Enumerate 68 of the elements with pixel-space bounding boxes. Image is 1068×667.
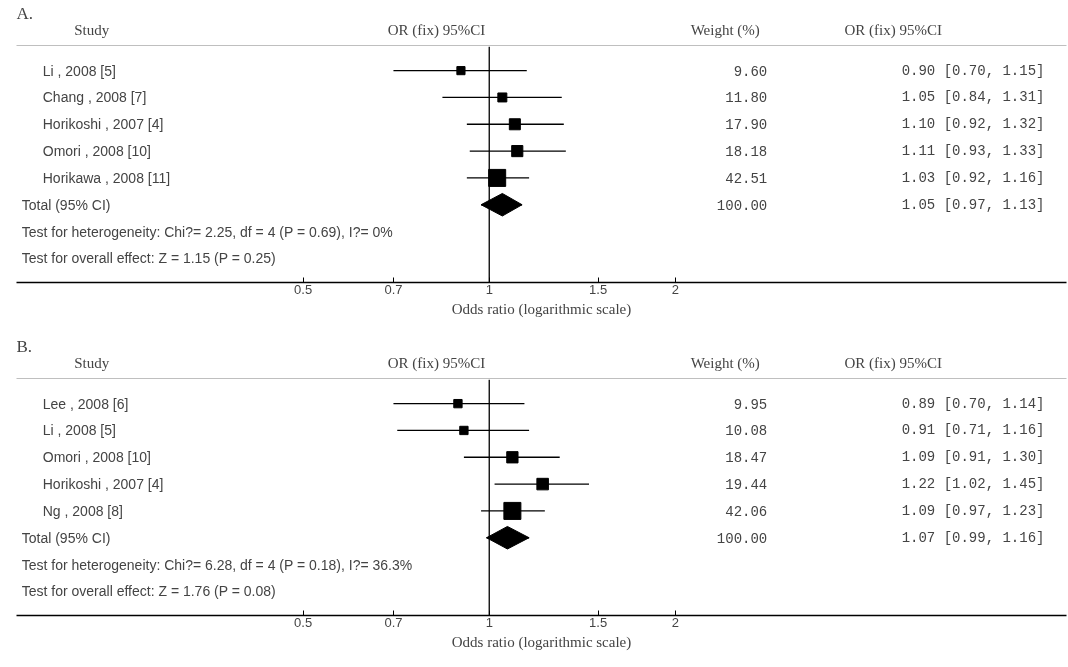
- text: OR (fix) 95%CI: [387, 354, 486, 372]
- annotation: 18.18: [725, 144, 768, 161]
- x-tick-label: 1: [485, 614, 493, 630]
- annotation: 1.11 [0.93, 1.33]: [901, 143, 1045, 160]
- annotation: 9.95: [733, 396, 768, 413]
- point: [511, 145, 524, 158]
- annotation: 0.91 [0.71, 1.16]: [901, 422, 1045, 439]
- category-label: Li , 2008 [5]: [42, 422, 116, 439]
- annotation: 0.90 [0.70, 1.15]: [901, 62, 1045, 79]
- text: Test for heterogeneity: Chi?= 6.28, df = 4 (P = 0.18), I?= 36.3%: [21, 556, 413, 573]
- text: Weight (%): [690, 21, 760, 39]
- x-axis-title: Odds ratio (logarithmic scale): [451, 300, 632, 318]
- category-label: Total (95% CI): [21, 196, 111, 213]
- category-label: Omori , 2008 [10]: [42, 143, 151, 160]
- annotation: 10.08: [725, 423, 768, 440]
- x-tick-label: 0.5: [294, 614, 313, 630]
- point: [497, 92, 508, 103]
- annotation: 100.00: [716, 530, 768, 547]
- category-label: Lee , 2008 [6]: [42, 395, 129, 412]
- x-tick-label: 2: [671, 614, 680, 630]
- point: [459, 425, 469, 436]
- annotation: 17.90: [725, 117, 768, 134]
- point: [453, 398, 463, 409]
- category-label: Horikoshi , 2007 [4]: [42, 116, 164, 133]
- annotation: 11.80: [725, 90, 768, 107]
- annotation: 1.05 [0.97, 1.13]: [901, 196, 1045, 213]
- annotation: 9.60: [733, 63, 768, 80]
- text: Test for overall effect: Z = 1.15 (P = 0.25): [21, 250, 276, 267]
- annotation: 42.51: [725, 170, 768, 187]
- chart-title: B.: [16, 336, 33, 356]
- chart-title: A.: [16, 3, 34, 23]
- text: OR (fix) 95%CI: [844, 21, 943, 39]
- annotation: 42.06: [725, 503, 768, 520]
- annotation: 1.09 [0.97, 1.23]: [901, 502, 1045, 519]
- category-label: Omori , 2008 [10]: [42, 449, 151, 466]
- category-label: Li , 2008 [5]: [42, 62, 116, 79]
- annotation: 1.09 [0.91, 1.30]: [901, 449, 1045, 466]
- point: [506, 451, 519, 464]
- x-tick-label: 0.7: [384, 281, 403, 297]
- x-tick-label: 1: [485, 281, 493, 297]
- annotation: 1.10 [0.92, 1.32]: [901, 116, 1045, 133]
- annotation: 19.44: [725, 477, 768, 494]
- x-tick-label: 2: [671, 281, 680, 297]
- annotation: 0.89 [0.70, 1.14]: [901, 395, 1045, 412]
- annotation: 1.07 [0.99, 1.16]: [901, 529, 1045, 546]
- x-tick-label: 1.5: [589, 281, 608, 297]
- category-label: Chang , 2008 [7]: [42, 89, 147, 106]
- annotation: 1.05 [0.84, 1.31]: [901, 89, 1045, 106]
- x-axis-title: Odds ratio (logarithmic scale): [451, 633, 632, 651]
- x-tick-label: 1.5: [589, 614, 608, 630]
- text: Test for heterogeneity: Chi?= 2.25, df = 4 (P = 0.69), I?= 0%: [21, 223, 393, 240]
- text: Test for overall effect: Z = 1.76 (P = 0.08): [21, 583, 276, 600]
- category-label: Total (95% CI): [21, 529, 111, 546]
- annotation: 1.22 [1.02, 1.45]: [901, 476, 1045, 493]
- annotation: 1.03 [0.92, 1.16]: [901, 169, 1045, 186]
- text: Weight (%): [690, 354, 760, 372]
- annotation: 100.00: [716, 197, 768, 214]
- text: Study: [74, 21, 110, 38]
- text: OR (fix) 95%CI: [387, 21, 486, 39]
- annotation: 18.47: [725, 450, 768, 467]
- category-label: Horikawa , 2008 [11]: [42, 169, 171, 186]
- x-tick-label: 0.7: [384, 614, 403, 630]
- category-label: Horikoshi , 2007 [4]: [42, 476, 164, 493]
- text: OR (fix) 95%CI: [844, 354, 943, 372]
- x-tick-label: 0.5: [294, 281, 313, 297]
- point: [508, 118, 521, 131]
- category-label: Ng , 2008 [8]: [42, 502, 123, 519]
- text: Study: [74, 354, 110, 371]
